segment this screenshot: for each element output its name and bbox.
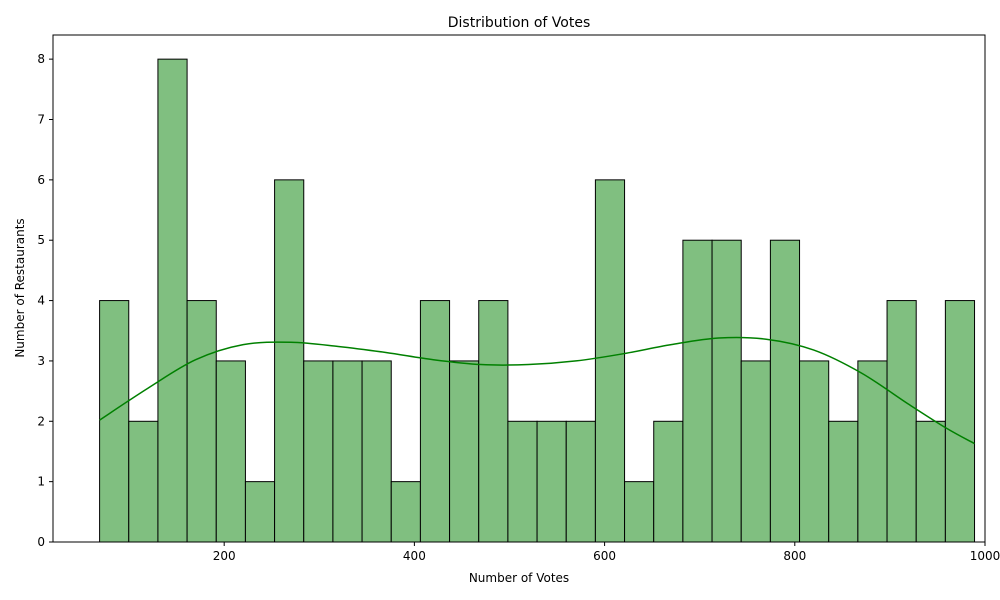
kde-curve [99,336,975,445]
histogram-bar [653,420,684,543]
y-tick-label: 1 [37,475,45,489]
histogram-bar [215,360,246,543]
x-tick-label: 200 [213,549,236,563]
y-tick-label: 4 [37,294,45,308]
y-tick-label: 0 [37,535,45,549]
histogram-bar [857,360,888,543]
histogram-bar [361,360,392,543]
y-tick-label: 6 [37,173,45,187]
histogram-bar [390,481,421,543]
y-tick-label: 8 [37,52,45,66]
histogram-bar [594,179,626,543]
x-tick-label: 1000 [970,549,1000,563]
bars-group [99,58,976,543]
x-tick-label: 400 [403,549,426,563]
chart-title: Distribution of Votes [448,15,591,31]
x-tick-label: 800 [783,549,806,563]
histogram-bar [303,360,334,543]
y-tick-label: 5 [37,233,45,247]
histogram-bar [274,179,305,543]
y-tick-label: 2 [37,414,45,428]
histogram-bar [186,300,217,543]
x-axis: 200 400 600 800 1000 [213,542,1000,563]
axes-frame [52,34,986,543]
histogram-bar [244,481,276,543]
histogram-bar [769,239,801,543]
histogram-bar [332,360,363,543]
histogram-bar [915,420,946,543]
y-tick-label: 7 [37,113,45,127]
x-tick-label: 600 [593,549,616,563]
histogram-bar [565,420,596,543]
histogram-bar [449,360,480,543]
histogram-bar [478,300,509,543]
histogram-bar [128,420,159,543]
histogram-bar [157,58,188,543]
x-axis-label: Number of Votes [469,571,569,585]
histogram-bar [711,239,742,543]
histogram-bar [624,481,655,543]
y-axis-label: Number of Restaurants [13,218,27,357]
histogram-bar [944,300,976,543]
y-tick-label: 3 [37,354,45,368]
histogram-bar [740,360,771,543]
histogram-bar [799,360,830,543]
histogram-bar [886,300,917,543]
histogram-bar [99,300,130,543]
histogram-bar [536,420,567,543]
histogram-bar [828,420,859,543]
histogram-bar [507,420,538,543]
y-axis: 0 1 2 3 4 5 6 7 8 [37,52,53,549]
histogram-bar [419,300,451,543]
histogram-bar [682,239,713,543]
